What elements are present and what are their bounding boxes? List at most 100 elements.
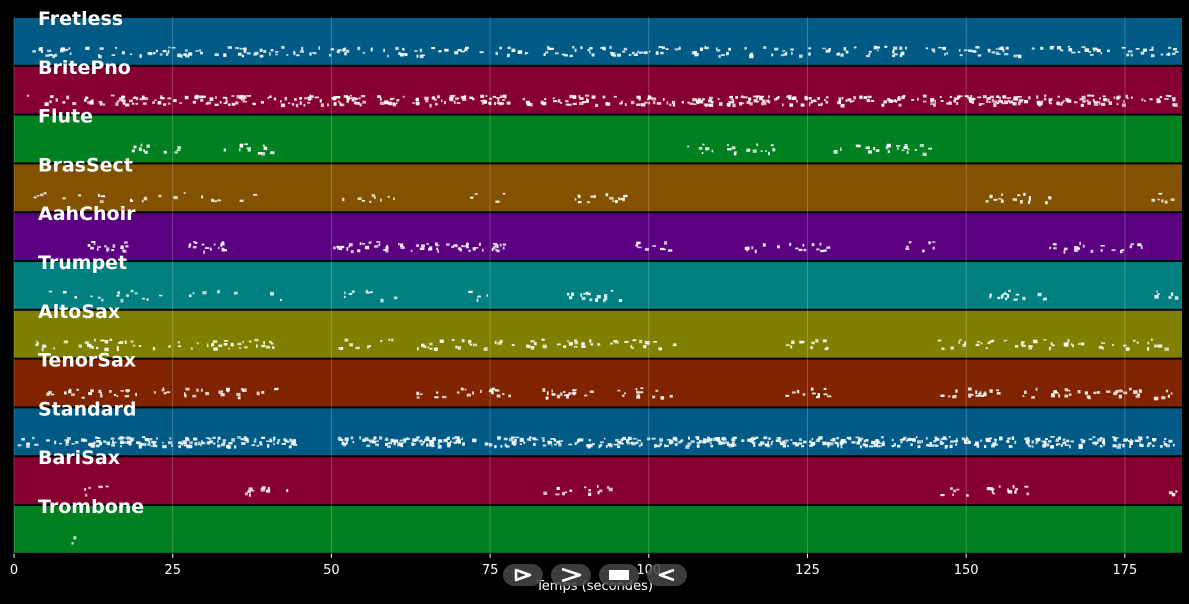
note-mark	[1070, 343, 1073, 346]
note-mark	[213, 442, 216, 445]
note-mark	[782, 50, 786, 52]
note-mark	[855, 144, 860, 148]
note-mark	[218, 344, 223, 347]
note-mark	[1165, 389, 1169, 393]
note-mark	[421, 54, 424, 57]
note-mark	[119, 340, 124, 344]
note-mark	[200, 442, 202, 447]
track-band	[14, 115, 1182, 163]
note-mark	[1006, 441, 1010, 443]
note-mark	[939, 443, 944, 446]
note-mark	[1099, 437, 1103, 440]
note-mark	[1053, 390, 1057, 394]
note-mark	[36, 194, 40, 197]
note-mark	[983, 392, 987, 397]
note-mark	[155, 49, 158, 53]
forward-button[interactable]	[551, 564, 591, 586]
note-mark	[964, 438, 969, 442]
note-mark	[84, 341, 89, 345]
note-mark	[1050, 445, 1054, 449]
back-button[interactable]	[647, 564, 687, 586]
note-mark	[339, 102, 342, 106]
note-mark	[950, 346, 954, 350]
note-mark	[977, 54, 982, 57]
note-mark	[715, 47, 718, 50]
note-mark	[1121, 47, 1126, 49]
note-mark	[136, 441, 141, 444]
note-mark	[727, 103, 730, 107]
note-mark	[491, 247, 494, 252]
note-mark	[500, 95, 502, 99]
note-mark	[90, 444, 95, 447]
note-mark	[376, 443, 379, 447]
note-mark	[99, 103, 102, 106]
note-mark	[855, 436, 860, 439]
note-mark	[989, 295, 992, 299]
note-mark	[1032, 339, 1038, 343]
note-mark	[639, 391, 644, 394]
note-mark	[560, 102, 563, 104]
note-mark	[584, 394, 588, 397]
note-mark	[1116, 445, 1121, 449]
note-mark	[704, 46, 706, 50]
note-mark	[701, 152, 704, 154]
note-mark	[293, 52, 296, 56]
note-mark	[162, 444, 167, 449]
note-mark	[906, 150, 909, 154]
note-mark	[401, 53, 406, 56]
note-mark	[394, 439, 399, 443]
note-mark	[1015, 293, 1020, 296]
note-mark	[1139, 438, 1143, 441]
note-mark	[637, 246, 642, 249]
note-mark	[1041, 100, 1044, 104]
note-mark	[1174, 296, 1179, 300]
note-mark	[502, 243, 507, 246]
note-mark	[296, 54, 300, 57]
note-mark	[466, 242, 469, 246]
note-mark	[531, 346, 535, 348]
note-mark	[301, 46, 304, 51]
note-mark	[38, 47, 43, 52]
note-mark	[1112, 444, 1117, 448]
note-mark	[994, 440, 997, 444]
note-mark	[776, 437, 781, 439]
note-mark	[453, 441, 458, 444]
note-mark	[1002, 95, 1007, 99]
note-mark	[263, 49, 267, 53]
note-mark	[1087, 396, 1091, 400]
note-mark	[129, 437, 135, 442]
note-mark	[1037, 101, 1041, 105]
note-mark	[810, 100, 816, 102]
note-mark	[495, 248, 498, 252]
note-mark	[180, 54, 183, 58]
note-mark	[299, 50, 304, 53]
note-mark	[995, 48, 998, 50]
note-mark	[227, 445, 231, 449]
note-mark	[1116, 95, 1121, 99]
note-mark	[449, 440, 453, 443]
note-mark	[847, 98, 852, 102]
note-mark	[244, 143, 248, 146]
play-button[interactable]	[503, 564, 543, 586]
note-mark	[261, 152, 266, 156]
note-mark	[768, 151, 770, 156]
note-mark	[414, 50, 418, 52]
note-mark	[116, 395, 119, 397]
stop-button[interactable]	[599, 564, 639, 586]
note-mark	[1056, 443, 1061, 446]
note-mark	[217, 290, 220, 294]
note-mark	[468, 339, 472, 344]
note-mark	[1058, 394, 1061, 398]
note-mark	[513, 443, 516, 446]
note-mark	[1044, 97, 1047, 101]
note-mark	[991, 444, 995, 448]
note-mark	[1141, 98, 1144, 102]
note-mark	[1090, 249, 1094, 253]
note-mark	[144, 438, 149, 441]
note-mark	[1134, 439, 1140, 442]
note-mark	[415, 101, 420, 105]
note-mark	[756, 96, 758, 100]
note-mark	[1049, 46, 1054, 50]
note-mark	[979, 391, 982, 394]
note-mark	[502, 192, 506, 195]
